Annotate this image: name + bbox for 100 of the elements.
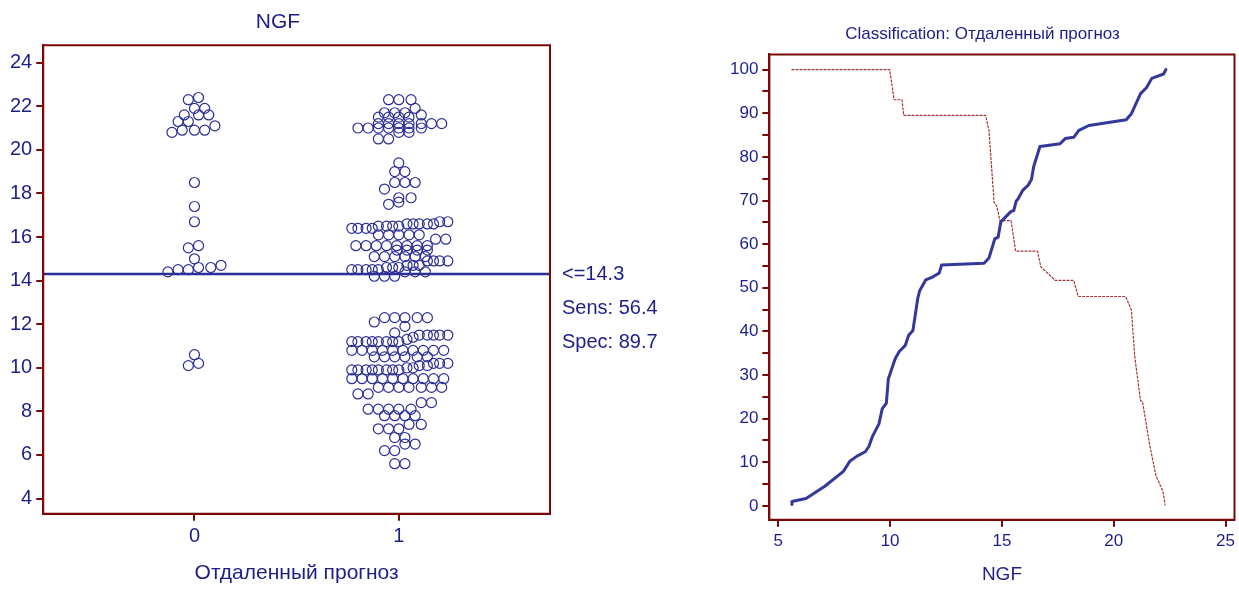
y-tick-label: 60 [739,233,759,253]
x-tick-label: 15 [992,530,1012,550]
chart-title: NGF [255,9,301,33]
point [399,166,411,178]
point [372,133,384,145]
point [389,107,401,119]
x-axis-title: NGF [981,562,1022,584]
y-tick-label: 6 [21,442,33,465]
chart-title: Classification: Отдаленный прогноз [845,23,1121,43]
point [362,122,374,134]
point [372,111,384,123]
point [372,118,384,130]
x-tick-label: 0 [188,524,201,547]
point [399,176,411,189]
point [393,94,405,106]
point [382,122,395,134]
point [382,111,395,123]
point [403,118,415,130]
point [403,122,415,134]
point [436,118,448,130]
point [188,200,201,213]
point [188,102,201,115]
y-tick-label: 50 [739,277,759,297]
point [182,242,194,254]
y-tick-label: 90 [739,102,759,122]
point [389,166,401,178]
point [188,349,201,361]
point [172,264,184,276]
point [188,216,201,228]
y-tick-label: 14 [10,268,33,291]
point [405,192,417,204]
y-tick-label: 70 [739,190,759,210]
point [393,157,405,169]
point [393,196,405,208]
y-tick-label: 22 [10,93,33,116]
y-tick-label: 30 [739,364,759,384]
x-tick-label: 25 [1216,530,1236,550]
point [352,122,364,134]
y-tick-label: 40 [739,321,759,341]
point [188,124,201,136]
point [209,120,221,132]
point [178,109,190,121]
point [415,109,427,121]
y-tick-label: 20 [739,408,759,428]
point [399,107,411,119]
point [192,357,205,370]
y-tick-label: 4 [21,486,33,509]
point [382,198,395,210]
point [188,176,201,189]
y-tick-label: 12 [10,311,33,334]
y-tick-label: 8 [21,398,33,421]
point [409,176,421,189]
point [182,264,194,276]
text: Spec: 89.7 [562,329,658,352]
y-tick-label: 100 [729,59,759,79]
y-tick-label: 0 [748,495,759,515]
point [403,126,415,138]
point [199,124,211,136]
x-tick-label: 10 [880,530,900,550]
point [182,359,194,372]
point [415,122,427,134]
point [382,118,395,130]
y-tick-label: 18 [10,180,33,203]
point [182,115,194,128]
point [415,118,427,130]
point [176,124,188,136]
y-tick-label: 24 [10,50,33,73]
y-tick-label: 20 [10,137,33,160]
point [203,109,215,121]
point [192,240,205,252]
x-axis-title: Отдаленный прогноз [194,560,399,584]
y-tick-label: 80 [739,146,759,166]
y-tick-label: 10 [10,355,33,378]
point [405,94,417,106]
point [393,111,405,123]
ref-line-label: <=14.3 [562,261,625,284]
point [382,94,395,106]
point [393,126,405,138]
x-tick-label: 20 [1104,530,1124,550]
point [166,126,178,138]
point [172,115,184,128]
point [192,261,205,274]
point [162,266,174,278]
point [409,102,421,115]
y-tick-label: 16 [10,224,33,247]
point [192,91,205,104]
point [393,192,405,204]
point [192,109,205,121]
point [205,261,217,274]
point [393,122,405,134]
point [382,133,395,145]
point [378,107,391,119]
point [378,183,391,195]
y-tick-label: 10 [739,451,759,471]
x-tick-label: 5 [773,530,784,550]
point [188,253,201,265]
point [389,176,401,189]
point [393,118,405,130]
point [403,111,415,123]
point [425,118,438,130]
